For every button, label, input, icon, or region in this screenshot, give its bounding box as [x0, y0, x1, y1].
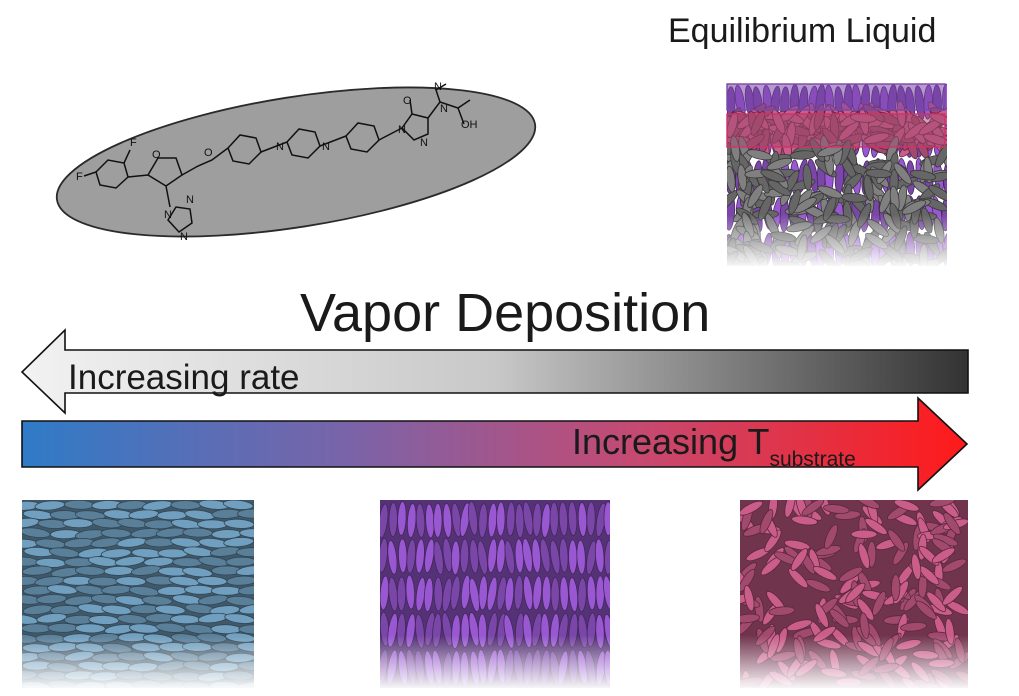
vapor-deposition-title: Vapor Deposition — [300, 283, 711, 343]
atom-label: N — [180, 231, 188, 243]
equilibrium-liquid-title: Equilibrium Liquid — [668, 12, 937, 50]
atom-label: N — [186, 194, 194, 206]
atom-label: F — [130, 137, 137, 149]
molecule-bonds — [83, 83, 471, 208]
atom-label: N — [398, 124, 406, 136]
atom-label: N — [440, 103, 448, 115]
equilibrium-liquid-panel — [727, 83, 964, 269]
atom-label: F — [76, 171, 83, 183]
liquid-layer-violet — [726, 83, 946, 111]
atom-label: O — [204, 147, 213, 159]
glass-panel-high-temperature — [740, 500, 968, 688]
glass-panel-low-temperature — [22, 500, 254, 688]
glass-molecule — [951, 123, 960, 157]
atom-label: N — [276, 141, 284, 153]
increasing-rate-label: Increasing rate — [68, 358, 300, 397]
molecule-ellipse — [55, 86, 537, 238]
atom-label: N — [434, 81, 442, 93]
rate-arrow — [20, 328, 969, 415]
atom-label: N — [420, 137, 428, 149]
glass-molecule — [950, 195, 961, 230]
triazole-ring — [167, 206, 193, 233]
atom-label: O — [152, 149, 161, 161]
glass-molecule — [950, 158, 964, 193]
glass-molecule — [949, 86, 962, 121]
glass-molecule — [949, 234, 962, 269]
molecule-structure — [83, 83, 471, 233]
atom-label: N — [164, 209, 172, 221]
atom-label: O — [403, 95, 412, 107]
temperature-label-subscript: substrate — [769, 448, 856, 471]
atom-label: N — [322, 141, 330, 153]
increasing-temperature-label: Increasing Tsubstrate — [572, 421, 856, 471]
glass-panel-mid-temperature — [380, 500, 610, 688]
atom-label: OH — [461, 119, 478, 131]
tetrahydrofuran-ring — [146, 157, 183, 187]
temperature-arrow — [21, 396, 969, 492]
triazolone-ring — [401, 113, 429, 141]
temperature-label-main: Increasing T — [572, 421, 770, 462]
liquid-layer-rose — [726, 113, 946, 148]
